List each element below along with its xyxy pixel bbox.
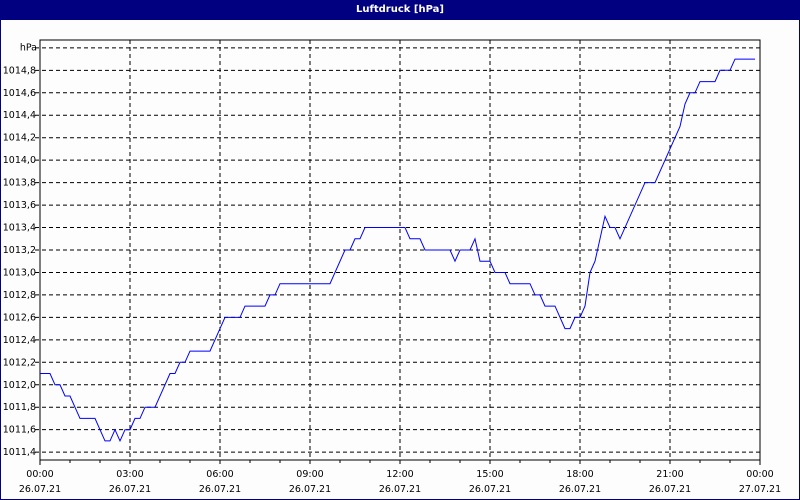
- x-tick-date: 26.07.21: [199, 484, 241, 495]
- y-tick-label: 1011,8: [3, 402, 36, 413]
- x-tick-date: 26.07.21: [559, 484, 601, 495]
- x-tick-date: 26.07.21: [19, 484, 61, 495]
- y-tick-label: 1012,4: [3, 335, 36, 346]
- y-tick-label: 1012,0: [3, 380, 36, 391]
- x-tick-date: 26.07.21: [469, 484, 511, 495]
- y-tick-label: 1013,4: [3, 223, 36, 234]
- x-tick-time: 21:00: [656, 469, 683, 480]
- y-axis: 1011,4 1011,6 1011,8 1012,0 1012,2 1012,4 1012…: [3, 65, 36, 458]
- x-tick-date: 26.07.21: [379, 484, 421, 495]
- y-tick-label: 1014,0: [3, 155, 36, 166]
- y-tick-label: 1012,8: [3, 290, 36, 301]
- y-tick-label: 1011,6: [3, 425, 36, 436]
- y-tick-label: 1012,2: [3, 357, 36, 368]
- x-tick-time: 15:00: [476, 469, 503, 480]
- y-tick-label: 1013,0: [3, 267, 36, 278]
- x-tick-date: 27.07.21: [739, 484, 781, 495]
- y-tick-label: 1012,6: [3, 312, 36, 323]
- grid: [35, 40, 761, 465]
- x-tick-time: 03:00: [116, 469, 143, 480]
- y-tick-label: 1014,2: [3, 133, 36, 144]
- chart-title: Luftdruck [hPa]: [0, 0, 800, 20]
- x-tick-time: 00:00: [746, 469, 773, 480]
- x-tick-time: 06:00: [206, 469, 233, 480]
- y-unit-label: hPa: [20, 43, 37, 54]
- y-tick-label: 1014,4: [3, 110, 36, 121]
- y-tick-label: 1014,6: [3, 88, 36, 99]
- x-axis: 00:00 26.07.21 03:00 26.07.21 06:00 26.07.21 0…: [19, 469, 781, 495]
- x-tick-time: 18:00: [566, 469, 593, 480]
- x-tick-time: 12:00: [386, 469, 413, 480]
- x-tick-date: 26.07.21: [289, 484, 331, 495]
- y-tick-label: 1013,8: [3, 178, 36, 189]
- x-tick-date: 26.07.21: [109, 484, 151, 495]
- pressure-series-line: [40, 58, 755, 443]
- y-tick-label: 1014,8: [3, 65, 36, 76]
- plot-border: [39, 39, 761, 461]
- x-tick-time: 00:00: [26, 469, 53, 480]
- x-tick-time: 09:00: [296, 469, 323, 480]
- y-tick-label: 1011,4: [3, 447, 36, 458]
- y-tick-label: 1013,2: [3, 245, 36, 256]
- x-tick-date: 26.07.21: [649, 484, 691, 495]
- y-tick-label: 1013,6: [3, 200, 36, 211]
